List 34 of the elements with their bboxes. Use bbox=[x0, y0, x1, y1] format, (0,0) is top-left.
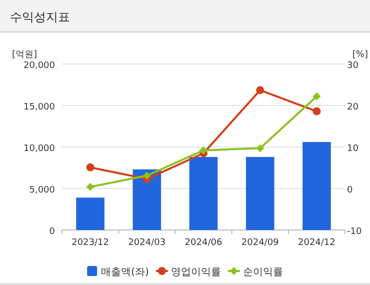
bar bbox=[76, 198, 104, 230]
bar bbox=[132, 169, 162, 230]
y2-tick-label: 0 bbox=[347, 186, 353, 196]
y-tick-label: 15,000 bbox=[24, 102, 56, 112]
bar bbox=[302, 142, 331, 230]
x-tick-label: 2024/12 bbox=[298, 238, 336, 248]
point bbox=[256, 86, 264, 94]
y-axis-title: [억원] bbox=[12, 50, 38, 60]
bar bbox=[246, 156, 274, 230]
chart-title: 수익성지표 bbox=[10, 10, 70, 24]
x-tick-label: 2024/03 bbox=[128, 238, 166, 248]
y-tick-label: 10,000 bbox=[24, 144, 56, 154]
bar bbox=[189, 156, 218, 230]
point bbox=[142, 172, 151, 180]
legend-label: 매출액(좌) bbox=[101, 267, 149, 278]
y-tick-label: 20,000 bbox=[24, 61, 56, 71]
y2-tick-label: 10 bbox=[347, 144, 359, 154]
x-tick-label: 2024/09 bbox=[241, 238, 280, 248]
y2-axis-title: [%] bbox=[352, 50, 368, 60]
point bbox=[200, 146, 208, 154]
y2-tick-label: 30 bbox=[347, 61, 359, 71]
point bbox=[312, 92, 321, 100]
y2-tick-label: -10 bbox=[347, 227, 362, 237]
y-tick-label: 0 bbox=[49, 227, 56, 237]
point bbox=[312, 107, 321, 116]
y-tick-label: 5,000 bbox=[29, 186, 56, 196]
legend-label: 영업이익률 bbox=[170, 267, 221, 278]
legend-label: 순이익률 bbox=[242, 267, 283, 278]
point bbox=[256, 144, 264, 152]
point bbox=[86, 182, 94, 191]
x-tick-label: 2024/06 bbox=[184, 238, 222, 248]
point bbox=[86, 163, 94, 172]
x-tick-label: 2023/12 bbox=[72, 238, 109, 248]
y2-tick-label: 20 bbox=[347, 102, 359, 112]
